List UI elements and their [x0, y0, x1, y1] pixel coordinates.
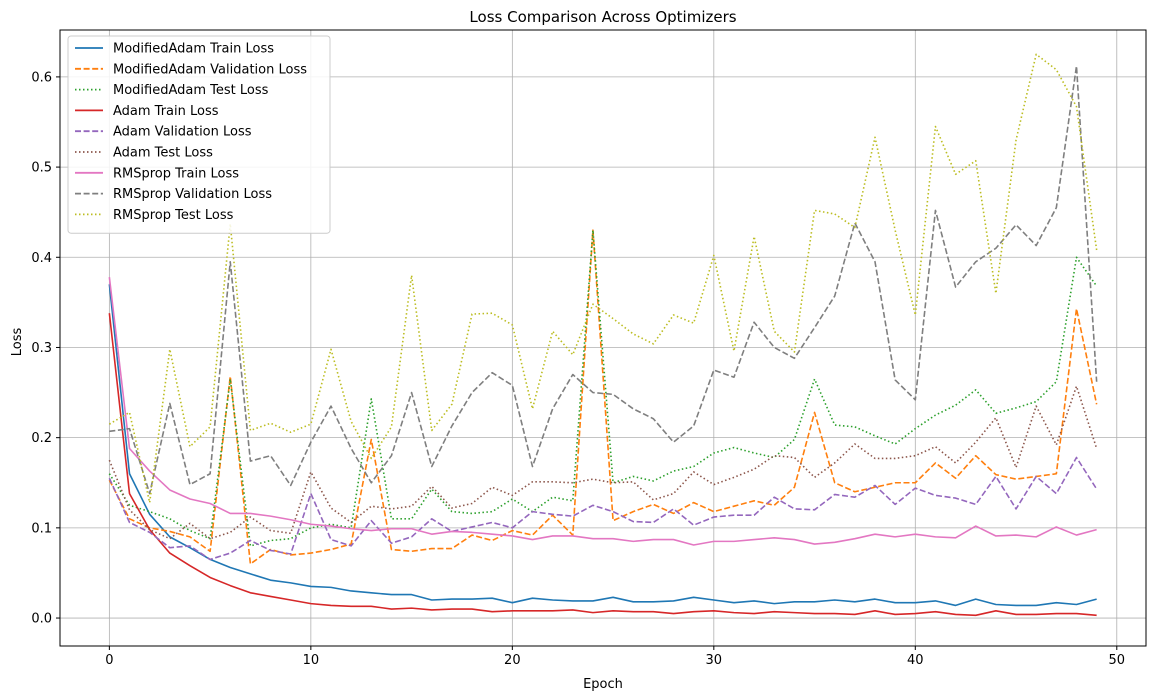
x-tick-label: 50: [1109, 653, 1126, 668]
series-lines: [108, 53, 1098, 617]
x-tick-label: 0: [105, 653, 113, 668]
axis-ticks: 0 10 20 30 40 50 0.0 0.1 0.2 0.3 0.4 0.5 0.6: [31, 70, 1125, 668]
legend-entry-0: ModifiedAdam Train Loss: [113, 42, 274, 57]
y-tick-label: 0.4: [31, 251, 52, 266]
plot-frame: [59, 29, 1147, 647]
x-tick-label: 10: [303, 653, 320, 668]
legend-entry-5: Adam Test Loss: [113, 146, 213, 161]
series-line-4: [108, 456, 1098, 561]
legend-box: [67, 35, 331, 234]
chart-title: Loss Comparison Across Optimizers: [469, 8, 736, 26]
x-tick-label: 20: [504, 653, 521, 668]
legend-entry-8: RMSprop Test Loss: [113, 208, 234, 223]
y-axis-label: Loss: [10, 328, 25, 357]
y-tick-label: 0.5: [31, 161, 52, 176]
y-tick-label: 0.3: [31, 341, 52, 356]
legend-entry-7: RMSprop Validation Loss: [113, 187, 272, 202]
series-line-0: [108, 284, 1097, 607]
series-line-5: [108, 385, 1098, 540]
legend-entry-2: ModifiedAdam Test Loss: [113, 83, 269, 98]
y-tick-label: 0.1: [31, 521, 52, 536]
x-axis-label: Epoch: [583, 677, 623, 692]
series-line-3: [108, 313, 1097, 617]
legend-entry-1: ModifiedAdam Validation Loss: [113, 62, 307, 77]
y-tick-label: 0.0: [31, 612, 52, 627]
x-tick-label: 30: [706, 653, 723, 668]
legend: ModifiedAdam Train Loss ModifiedAdam Vali…: [67, 35, 331, 234]
series-line-8: [108, 53, 1098, 504]
series-line-2: [108, 229, 1098, 547]
series-line-6: [108, 277, 1097, 546]
x-tick-label: 40: [907, 653, 924, 668]
y-tick-label: 0.6: [31, 70, 52, 85]
y-tick-label: 0.2: [31, 431, 52, 446]
legend-entry-6: RMSprop Train Loss: [113, 166, 239, 181]
legend-entry-4: Adam Validation Loss: [113, 125, 252, 140]
legend-entry-3: Adam Train Loss: [113, 104, 219, 119]
series-line-7: [109, 65, 1098, 495]
